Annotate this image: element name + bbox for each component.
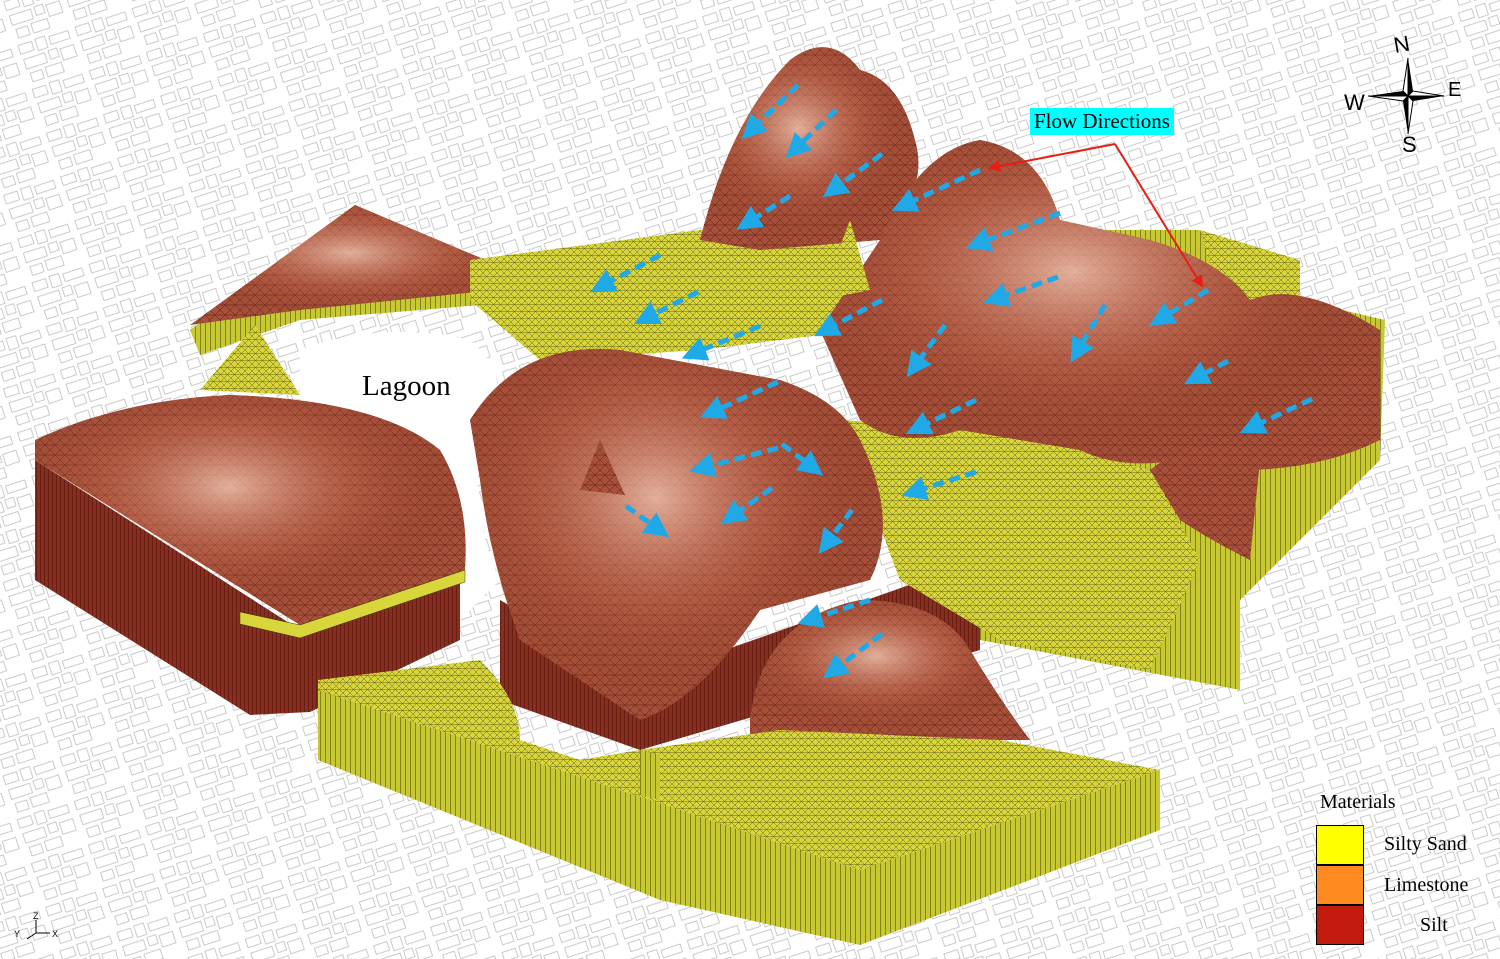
flow-directions-label: Flow Directions xyxy=(1030,108,1174,135)
axis-y: Y xyxy=(14,929,20,939)
flow-arrow xyxy=(797,597,871,628)
flow-arrow xyxy=(720,485,774,525)
compass-w: W xyxy=(1344,90,1365,115)
legend-label-silty-sand: Silty Sand xyxy=(1384,833,1467,855)
legend-swatch-limestone xyxy=(1316,865,1364,905)
west-block xyxy=(35,395,466,715)
flow-arrow xyxy=(689,445,779,478)
flow-arrow xyxy=(633,289,700,325)
axis-x: X xyxy=(52,929,58,939)
callout-arrows xyxy=(988,143,1204,288)
nw-plate xyxy=(190,205,545,395)
flow-arrow xyxy=(906,323,948,378)
legend-label-limestone: Limestone xyxy=(1384,874,1469,896)
flow-arrow xyxy=(901,469,977,501)
flow-arrow xyxy=(590,252,662,293)
flow-arrow xyxy=(785,108,838,159)
axis-z: Z xyxy=(33,911,39,921)
flow-arrow xyxy=(905,397,978,435)
materials-legend: Materials Silty Sand Limestone Silt xyxy=(1300,785,1490,955)
lagoon-label: Lagoon xyxy=(362,370,451,402)
compass-rose: N S W E xyxy=(1344,30,1461,157)
flow-arrow xyxy=(1239,396,1314,434)
compass-e: E xyxy=(1448,79,1461,101)
legend-title: Materials xyxy=(1320,791,1396,813)
callout-arrow-1 xyxy=(988,143,1116,173)
flow-arrow xyxy=(741,83,800,140)
axis-triad: Z X Y xyxy=(14,911,58,940)
legend-swatch-silty-sand xyxy=(1316,825,1364,865)
flow-arrow xyxy=(814,297,884,337)
callout-arrow-2 xyxy=(1114,143,1204,288)
flow-arrow xyxy=(624,503,670,538)
flow-arrow xyxy=(681,323,761,361)
flow-arrow xyxy=(1184,358,1230,385)
flow-arrow xyxy=(822,151,884,198)
flow-arrow xyxy=(965,210,1061,252)
flow-arrow xyxy=(822,632,884,679)
legend-swatch-silt xyxy=(1316,905,1364,945)
flow-arrow xyxy=(983,274,1059,307)
flow-arrow xyxy=(891,167,982,212)
south-slab xyxy=(318,660,1160,945)
flow-arrow xyxy=(736,193,792,230)
flow-arrow xyxy=(1070,303,1108,363)
compass-s: S xyxy=(1402,132,1417,157)
flow-arrows xyxy=(590,83,1314,679)
flow-arrow xyxy=(699,379,780,419)
flow-arrow xyxy=(818,508,854,555)
flow-arrow xyxy=(1149,287,1210,326)
legend-label-silt: Silt xyxy=(1420,914,1448,936)
flow-arrow xyxy=(780,442,824,476)
compass-n: N xyxy=(1392,30,1412,57)
